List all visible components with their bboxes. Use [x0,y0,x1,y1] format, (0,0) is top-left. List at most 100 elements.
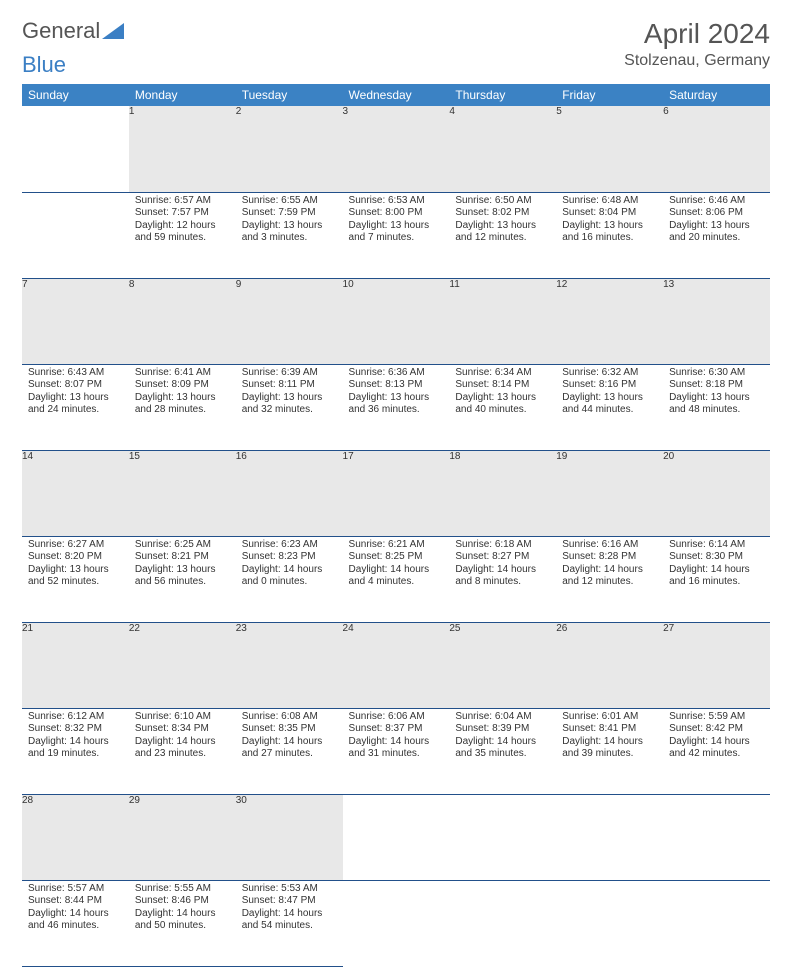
day1-text: Daylight: 13 hours [455,220,550,233]
day2-text: and 16 minutes. [562,232,657,245]
day1-text: Daylight: 14 hours [28,908,123,921]
day-cell: Sunrise: 6:01 AMSunset: 8:41 PMDaylight:… [556,708,663,794]
sunrise-text: Sunrise: 6:12 AM [28,711,123,724]
sunset-text: Sunset: 8:21 PM [135,551,230,564]
sunset-text: Sunset: 8:46 PM [135,895,230,908]
sunset-text: Sunset: 8:39 PM [455,723,550,736]
day-content-row: Sunrise: 6:12 AMSunset: 8:32 PMDaylight:… [22,708,770,794]
day-cell: Sunrise: 6:43 AMSunset: 8:07 PMDaylight:… [22,364,129,450]
day-content-row: Sunrise: 6:43 AMSunset: 8:07 PMDaylight:… [22,364,770,450]
day-number: 29 [129,794,236,880]
day1-text: Daylight: 13 hours [28,564,123,577]
day1-text: Daylight: 14 hours [455,564,550,577]
sunset-text: Sunset: 8:20 PM [28,551,123,564]
day-content-row: Sunrise: 5:57 AMSunset: 8:44 PMDaylight:… [22,880,770,966]
sunrise-text: Sunrise: 6:43 AM [28,367,123,380]
day-header: Wednesday [343,84,450,106]
day-cell: Sunrise: 6:50 AMSunset: 8:02 PMDaylight:… [449,192,556,278]
sunset-text: Sunset: 8:37 PM [349,723,444,736]
day2-text: and 8 minutes. [455,576,550,589]
sunrise-text: Sunrise: 6:39 AM [242,367,337,380]
sunset-text: Sunset: 8:23 PM [242,551,337,564]
day-cell: Sunrise: 6:46 AMSunset: 8:06 PMDaylight:… [663,192,770,278]
day-cell: Sunrise: 6:55 AMSunset: 7:59 PMDaylight:… [236,192,343,278]
sunset-text: Sunset: 8:44 PM [28,895,123,908]
day1-text: Daylight: 14 hours [242,736,337,749]
day2-text: and 3 minutes. [242,232,337,245]
day-number [449,794,556,880]
day2-text: and 36 minutes. [349,404,444,417]
day-number: 14 [22,450,129,536]
sunset-text: Sunset: 8:02 PM [455,207,550,220]
day-number-row: 78910111213 [22,278,770,364]
day2-text: and 28 minutes. [135,404,230,417]
sunrise-text: Sunrise: 6:25 AM [135,539,230,552]
day2-text: and 56 minutes. [135,576,230,589]
day1-text: Daylight: 14 hours [562,564,657,577]
sunset-text: Sunset: 8:47 PM [242,895,337,908]
day2-text: and 12 minutes. [562,576,657,589]
day-cell: Sunrise: 6:48 AMSunset: 8:04 PMDaylight:… [556,192,663,278]
day-cell: Sunrise: 6:14 AMSunset: 8:30 PMDaylight:… [663,536,770,622]
day-cell: Sunrise: 5:55 AMSunset: 8:46 PMDaylight:… [129,880,236,966]
day2-text: and 52 minutes. [28,576,123,589]
day-header-row: Sunday Monday Tuesday Wednesday Thursday… [22,84,770,106]
sunset-text: Sunset: 8:41 PM [562,723,657,736]
sunrise-text: Sunrise: 6:48 AM [562,195,657,208]
day-number: 18 [449,450,556,536]
day-cell [449,880,556,966]
day2-text: and 46 minutes. [28,920,123,933]
day2-text: and 12 minutes. [455,232,550,245]
day2-text: and 31 minutes. [349,748,444,761]
day-number: 22 [129,622,236,708]
day1-text: Daylight: 14 hours [669,736,764,749]
day-cell: Sunrise: 6:39 AMSunset: 8:11 PMDaylight:… [236,364,343,450]
sunrise-text: Sunrise: 6:55 AM [242,195,337,208]
sunrise-text: Sunrise: 6:10 AM [135,711,230,724]
day1-text: Daylight: 14 hours [349,564,444,577]
day-cell: Sunrise: 6:53 AMSunset: 8:00 PMDaylight:… [343,192,450,278]
sunrise-text: Sunrise: 6:21 AM [349,539,444,552]
day-number-row: 14151617181920 [22,450,770,536]
sunrise-text: Sunrise: 5:57 AM [28,883,123,896]
day-number: 12 [556,278,663,364]
day-cell: Sunrise: 6:32 AMSunset: 8:16 PMDaylight:… [556,364,663,450]
sunrise-text: Sunrise: 5:53 AM [242,883,337,896]
day1-text: Daylight: 13 hours [28,392,123,405]
day2-text: and 23 minutes. [135,748,230,761]
sunset-text: Sunset: 8:00 PM [349,207,444,220]
logo-text-blue: Blue [22,52,770,78]
day-number: 4 [449,106,556,192]
day-number: 11 [449,278,556,364]
day-number [556,794,663,880]
day-cell: Sunrise: 5:59 AMSunset: 8:42 PMDaylight:… [663,708,770,794]
day2-text: and 50 minutes. [135,920,230,933]
day-cell: Sunrise: 5:57 AMSunset: 8:44 PMDaylight:… [22,880,129,966]
day-number: 25 [449,622,556,708]
day-number: 9 [236,278,343,364]
day1-text: Daylight: 13 hours [135,564,230,577]
day2-text: and 32 minutes. [242,404,337,417]
day-number: 26 [556,622,663,708]
sunrise-text: Sunrise: 5:55 AM [135,883,230,896]
day2-text: and 59 minutes. [135,232,230,245]
sunset-text: Sunset: 8:13 PM [349,379,444,392]
day1-text: Daylight: 13 hours [135,392,230,405]
day-cell: Sunrise: 6:08 AMSunset: 8:35 PMDaylight:… [236,708,343,794]
day2-text: and 27 minutes. [242,748,337,761]
day-number: 20 [663,450,770,536]
sunrise-text: Sunrise: 6:41 AM [135,367,230,380]
day-cell: Sunrise: 5:53 AMSunset: 8:47 PMDaylight:… [236,880,343,966]
day1-text: Daylight: 14 hours [135,908,230,921]
day-number: 28 [22,794,129,880]
day2-text: and 4 minutes. [349,576,444,589]
sunset-text: Sunset: 8:16 PM [562,379,657,392]
day-cell: Sunrise: 6:18 AMSunset: 8:27 PMDaylight:… [449,536,556,622]
day-number: 6 [663,106,770,192]
day1-text: Daylight: 13 hours [669,392,764,405]
day-cell [343,880,450,966]
day-cell: Sunrise: 6:21 AMSunset: 8:25 PMDaylight:… [343,536,450,622]
day-header: Thursday [449,84,556,106]
day-number-row: 123456 [22,106,770,192]
day-header: Sunday [22,84,129,106]
